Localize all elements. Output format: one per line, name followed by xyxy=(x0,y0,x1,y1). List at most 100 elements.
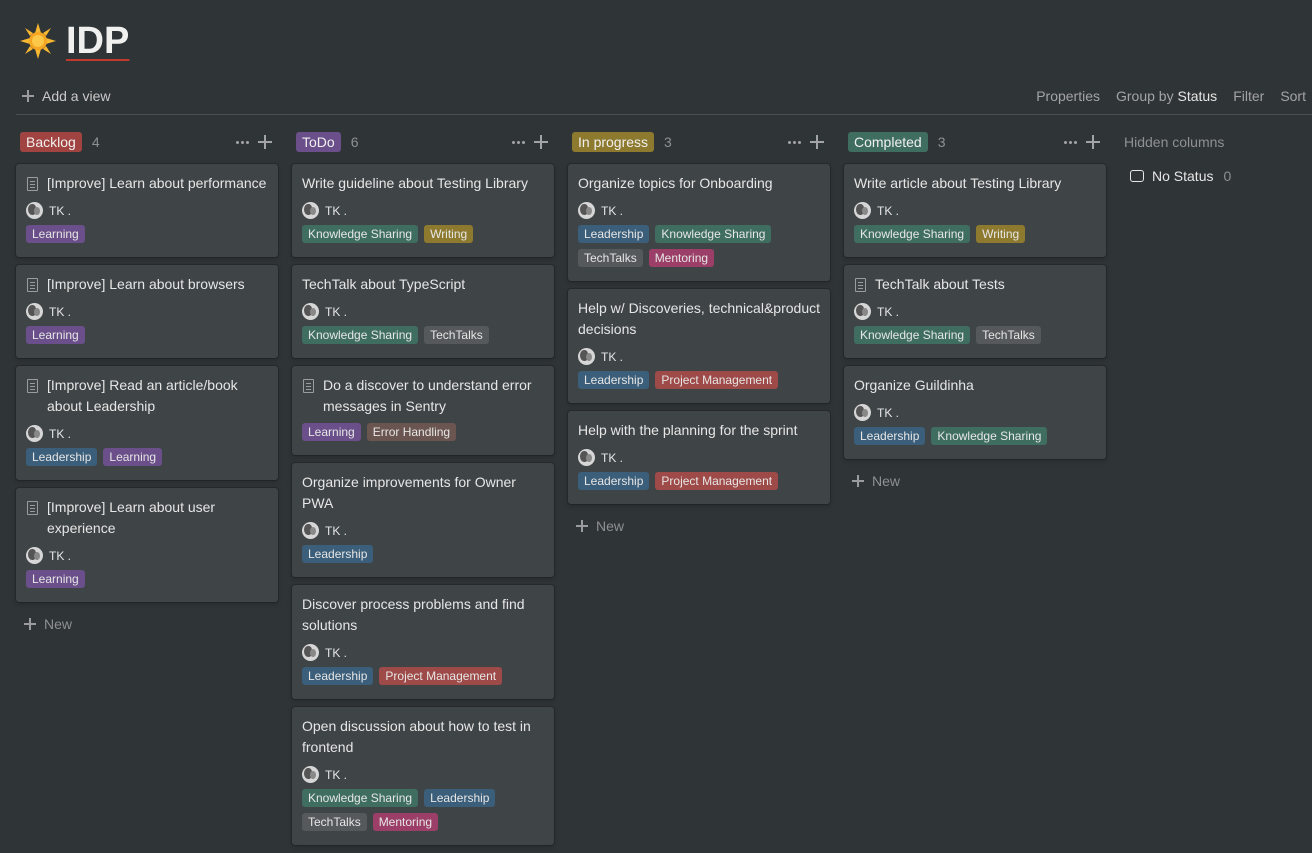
tag-chip: Knowledge Sharing xyxy=(302,225,419,243)
group-by-button[interactable]: Group by Status xyxy=(1116,88,1217,104)
card-title: [Improve] Learn about user experience xyxy=(26,497,268,539)
new-card-button[interactable]: New xyxy=(16,610,278,638)
board-card[interactable]: [Improve] Learn about performance TK . Lea… xyxy=(16,164,278,257)
status-badge[interactable]: ToDo xyxy=(296,132,341,152)
page-title[interactable]: IDP xyxy=(66,20,130,62)
board-card[interactable]: Write article about Testing Library TK . K… xyxy=(844,164,1106,257)
more-options-icon[interactable] xyxy=(234,134,250,150)
tag-chip: Mentoring xyxy=(372,813,439,831)
board-card[interactable]: [Improve] Read an article/book about Lea… xyxy=(16,366,278,480)
avatar xyxy=(854,202,871,219)
card-title-text: Help w/ Discoveries, technical&product d… xyxy=(578,300,820,337)
status-badge[interactable]: In progress xyxy=(572,132,655,152)
card-title: Organize improvements for Owner PWA xyxy=(302,472,544,514)
more-options-icon[interactable] xyxy=(1062,134,1078,150)
column-count: 3 xyxy=(664,134,672,150)
tag-chip: Knowledge Sharing xyxy=(854,326,971,344)
board-card[interactable]: Help w/ Discoveries, technical&product d… xyxy=(568,289,830,403)
card-title-text: [Improve] Learn about browsers xyxy=(47,276,245,292)
column-tools xyxy=(1062,134,1106,150)
group-by-label: Group by xyxy=(1116,88,1174,104)
board-card[interactable]: Organize improvements for Owner PWA TK . L… xyxy=(292,463,554,577)
sun-icon[interactable] xyxy=(20,23,56,59)
hidden-column-item[interactable]: No Status 0 xyxy=(1124,164,1294,188)
column-count: 3 xyxy=(937,134,946,150)
assignee-name: TK . xyxy=(325,645,348,660)
avatar xyxy=(302,644,319,661)
page-icon xyxy=(27,379,38,393)
card-title: Write guideline about Testing Library xyxy=(302,173,544,194)
assignee: TK . xyxy=(26,547,268,564)
hidden-column-label: No Status xyxy=(1152,168,1214,184)
avatar xyxy=(26,202,43,219)
avatar xyxy=(578,348,595,365)
assignee: TK . xyxy=(26,303,268,320)
tag-chip: Mentoring xyxy=(648,249,715,267)
tag-chip: Leadership xyxy=(578,472,650,490)
board-card[interactable]: Write guideline about Testing Library TK … xyxy=(292,164,554,257)
tag-chip: Leadership xyxy=(302,545,374,563)
hidden-column-count: 0 xyxy=(1223,168,1232,184)
board-card[interactable]: TechTalk about Tests TK . Knowledge Sharin… xyxy=(844,265,1106,358)
add-card-icon[interactable] xyxy=(1086,135,1100,149)
board-card[interactable]: Discover process problems and find solut… xyxy=(292,585,554,699)
assignee-name: TK . xyxy=(325,523,348,538)
tag-chip: Knowledge Sharing xyxy=(854,225,971,243)
board-column: ToDo 6 Write guideline about Testing Libra… xyxy=(292,120,554,853)
new-card-button[interactable]: New xyxy=(844,467,1106,495)
tag-chip: Leadership xyxy=(302,667,374,685)
assignee: TK . xyxy=(26,425,268,442)
card-title: [Improve] Read an article/book about Lea… xyxy=(26,375,268,417)
column-header: Backlog 4 xyxy=(16,120,278,164)
tag-chip: Leadership xyxy=(854,427,926,445)
card-title: Do a discover to understand error messag… xyxy=(302,375,544,417)
column-header: ToDo 6 xyxy=(292,120,554,164)
avatar xyxy=(302,522,319,539)
card-tags: Learning xyxy=(26,570,268,594)
filter-button[interactable]: Filter xyxy=(1233,88,1265,104)
new-card-button[interactable]: New xyxy=(568,512,830,540)
tag-chip: Knowledge Sharing xyxy=(302,326,419,344)
card-title-text: TechTalk about Tests xyxy=(875,276,1005,292)
card-tags: Leadership Knowledge Sharing TechTalks Ment… xyxy=(578,225,820,273)
tag-chip: Knowledge Sharing xyxy=(931,427,1048,445)
status-badge[interactable]: Backlog xyxy=(20,132,82,152)
properties-button[interactable]: Properties xyxy=(1036,88,1100,104)
add-card-icon[interactable] xyxy=(534,135,548,149)
board-card[interactable]: Open discussion about how to test in fro… xyxy=(292,707,554,845)
board-card[interactable]: Help with the planning for the sprint TK … xyxy=(568,411,830,504)
board-card[interactable]: [Improve] Learn about browsers TK . Learni… xyxy=(16,265,278,358)
card-title-text: Do a discover to understand error messag… xyxy=(323,377,532,414)
card-title-text: Discover process problems and find solut… xyxy=(302,596,525,633)
card-title: TechTalk about TypeScript xyxy=(302,274,544,295)
plus-icon xyxy=(22,90,34,102)
page-icon xyxy=(855,278,866,292)
add-card-icon[interactable] xyxy=(810,135,824,149)
tag-chip: Project Management xyxy=(655,371,779,389)
board-card[interactable]: [Improve] Learn about user experience TK … xyxy=(16,488,278,602)
assignee-name: TK . xyxy=(877,203,900,218)
card-title-text: Organize improvements for Owner PWA xyxy=(302,474,516,511)
column-header: In progress 3 xyxy=(568,120,830,164)
assignee: TK . xyxy=(302,202,544,219)
board-card[interactable]: Do a discover to understand error messag… xyxy=(292,366,554,455)
tag-chip: Leadership xyxy=(578,225,650,243)
assignee-name: TK . xyxy=(49,548,72,563)
board-card[interactable]: TechTalk about TypeScript TK . Knowledge S… xyxy=(292,265,554,358)
sort-button[interactable]: Sort xyxy=(1280,88,1306,104)
board-card[interactable]: Organize Guildinha TK . Leadership Knowledg… xyxy=(844,366,1106,459)
more-options-icon[interactable] xyxy=(786,134,802,150)
add-card-icon[interactable] xyxy=(258,135,272,149)
card-title-text: [Improve] Learn about user experience xyxy=(47,499,216,536)
group-by-value: Status xyxy=(1177,88,1218,104)
avatar xyxy=(854,303,871,320)
status-badge[interactable]: Completed xyxy=(848,132,928,152)
card-tags: Knowledge Sharing Leadership TechTalks Ment… xyxy=(302,789,544,837)
assignee-name: TK . xyxy=(49,304,72,319)
board-card[interactable]: Organize topics for Onboarding TK . Leader… xyxy=(568,164,830,281)
add-view-button[interactable]: Add a view xyxy=(16,82,116,110)
new-card-label: New xyxy=(44,616,73,632)
more-options-icon[interactable] xyxy=(510,134,526,150)
avatar xyxy=(26,303,43,320)
tag-chip: Knowledge Sharing xyxy=(302,789,419,807)
